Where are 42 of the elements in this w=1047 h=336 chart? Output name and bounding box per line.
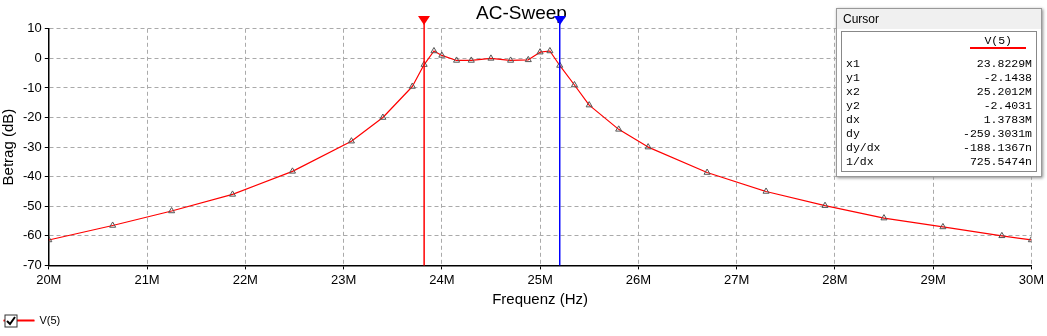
y-tick-label: -70 [22, 256, 42, 272]
y-tick-label: -40 [22, 168, 42, 184]
annotation: y2 [846, 99, 860, 113]
annotation: y1 [846, 71, 860, 85]
x-tick-label: 28M [822, 271, 848, 287]
annotation: 1/dx [846, 155, 874, 169]
y-tick-label: -20 [22, 109, 42, 125]
annotation: x2 [846, 85, 860, 99]
annotation: V(5) [970, 34, 1026, 49]
x-tick-label: 26M [625, 271, 651, 287]
annotation: 23.8229M [976, 57, 1032, 71]
annotation: 1.3783M [983, 113, 1032, 127]
y-tick-label: 0 [34, 49, 42, 65]
annotation: -188.1367n [962, 141, 1032, 155]
annotation: dy [846, 127, 860, 141]
annotation: -259.3031m [962, 127, 1032, 141]
y-tick-label: -10 [22, 79, 42, 95]
y-tick-label: -30 [22, 138, 42, 154]
annotation: dx [846, 113, 860, 127]
x-tick-label: 30M [1018, 271, 1044, 287]
annotation: -2.4031 [983, 99, 1032, 113]
y-tick-label: -50 [22, 197, 42, 213]
y-tick-label: -60 [22, 227, 42, 243]
annotation: 25.2012M [976, 85, 1032, 99]
x-axis-title: Frequenz (Hz) [492, 290, 589, 308]
x-tick-label: 22M [232, 271, 258, 287]
annotation: -2.1438 [983, 71, 1032, 85]
x-tick-label: 23M [330, 271, 357, 287]
legend-label: V(5) [39, 313, 61, 326]
x-tick-label: 25M [527, 271, 553, 287]
x-tick-label: 29M [920, 271, 946, 287]
annotation: 725.5474n [969, 155, 1032, 169]
x-tick-label: 20M [36, 271, 62, 287]
text: Cursor [837, 9, 1041, 29]
y-axis-title: Betrag (dB) [0, 108, 17, 186]
y-tick-label: 10 [27, 20, 42, 36]
x-tick-label: 24M [429, 271, 455, 287]
x-tick-label: 21M [134, 271, 160, 287]
x-tick-label: 27M [723, 271, 750, 287]
annotation: x1 [846, 57, 860, 71]
chart-title: AC-Sweep [476, 1, 567, 23]
annotation: dy/dx [846, 141, 881, 155]
